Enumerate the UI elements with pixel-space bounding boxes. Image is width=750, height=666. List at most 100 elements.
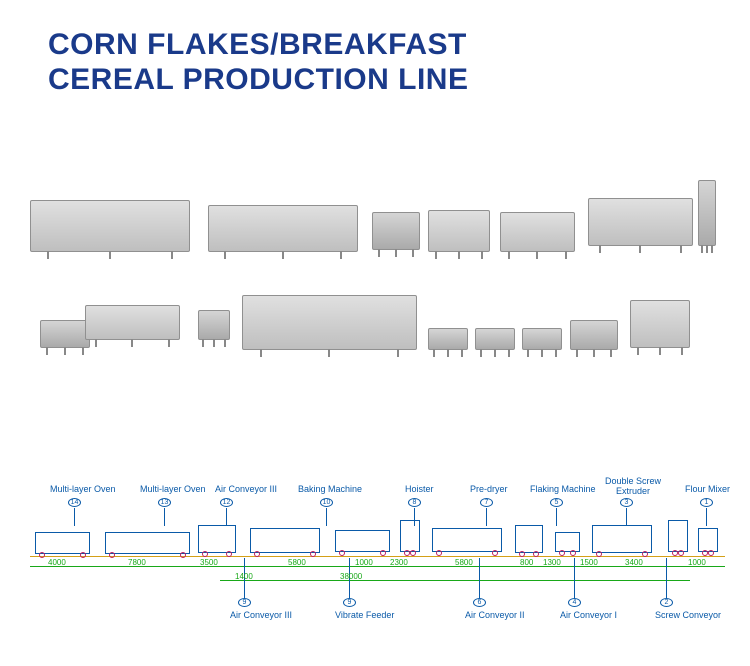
wheel-icon (226, 551, 232, 557)
schematic-number: 7 (480, 498, 493, 507)
dimension-value: 1500 (580, 558, 598, 567)
schematic-label: Flaking Machine (530, 484, 596, 494)
schematic-machine (698, 528, 718, 552)
schematic-label: Multi-layer Oven (140, 484, 206, 494)
schematic-machine (432, 528, 502, 552)
wheel-icon (310, 551, 316, 557)
schematic-number: 2 (660, 598, 673, 607)
wheel-icon (533, 551, 539, 557)
title-line-1: CORN FLAKES/BREAKFAST (48, 28, 468, 63)
schematic-machine (105, 532, 190, 554)
leader-line (414, 508, 415, 526)
machine-block (522, 328, 562, 350)
schematic-machine (335, 530, 390, 552)
machine-block (242, 295, 417, 350)
wheel-icon (642, 551, 648, 557)
dimension-value: 2300 (390, 558, 408, 567)
wheel-icon (570, 550, 576, 556)
leader-line (479, 558, 480, 598)
wheel-icon (708, 550, 714, 556)
machine-block (500, 212, 575, 252)
schematic-label-bottom: Air Conveyor III (230, 610, 292, 620)
machine-block (198, 310, 230, 340)
dimension-value: 1400 (235, 572, 253, 581)
machine-block (208, 205, 358, 252)
dimension-value: 5800 (455, 558, 473, 567)
machine-block (428, 328, 468, 350)
wheel-icon (410, 550, 416, 556)
dimension-value: 5800 (288, 558, 306, 567)
leader-line (226, 508, 227, 526)
schematic-machine (515, 525, 543, 553)
wheel-icon (339, 550, 345, 556)
wheel-icon (559, 550, 565, 556)
machine-block (372, 212, 420, 250)
dimension-value: 3400 (625, 558, 643, 567)
schematic-label-bottom: Air Conveyor I (560, 610, 617, 620)
baseline (30, 556, 725, 557)
schematic-label-bottom: Air Conveyor II (465, 610, 525, 620)
wheel-icon (109, 552, 115, 558)
schematic-number: 8 (408, 498, 421, 507)
schematic-number: 10 (320, 498, 333, 507)
machine-block (40, 320, 90, 348)
machine-block (698, 180, 716, 246)
leader-line (574, 558, 575, 598)
leader-line (164, 508, 165, 526)
machine-block (570, 320, 618, 350)
wheel-icon (254, 551, 260, 557)
schematic-machine (35, 532, 90, 554)
schematic-diagram: Multi-layer Oven14Multi-layer Oven13Air … (20, 470, 730, 650)
schematic-label: Baking Machine (298, 484, 362, 494)
dimension-value: 7800 (128, 558, 146, 567)
schematic-number: 1 (700, 498, 713, 507)
machine-block (428, 210, 490, 252)
leader-line (486, 508, 487, 526)
schematic-number: 4 (568, 598, 581, 607)
schematic-machine (592, 525, 652, 553)
schematic-label: Double ScrewExtruder (605, 476, 661, 496)
machine-block (588, 198, 693, 246)
schematic-number: 9 (343, 598, 356, 607)
schematic-label: Multi-layer Oven (50, 484, 116, 494)
machinery-photo (30, 150, 720, 410)
dimension-value: 1300 (543, 558, 561, 567)
wheel-icon (380, 550, 386, 556)
wheel-icon (519, 551, 525, 557)
machine-block (85, 305, 180, 340)
schematic-number: 14 (68, 498, 81, 507)
schematic-machine (668, 520, 688, 552)
wheel-icon (596, 551, 602, 557)
wheel-icon (80, 552, 86, 558)
schematic-number: 6 (473, 598, 486, 607)
page-title: CORN FLAKES/BREAKFAST CEREAL PRODUCTION … (48, 28, 468, 97)
wheel-icon (436, 550, 442, 556)
schematic-machine (198, 525, 236, 553)
schematic-label-bottom: Vibrate Feeder (335, 610, 394, 620)
schematic-number: 13 (158, 498, 171, 507)
leader-line (626, 508, 627, 526)
schematic-label: Air Conveyor III (215, 484, 277, 494)
wheel-icon (39, 552, 45, 558)
dimension-line-2 (220, 580, 690, 581)
schematic-number: 5 (550, 498, 563, 507)
dimension-value: 800 (520, 558, 533, 567)
leader-line (666, 558, 667, 598)
leader-line (74, 508, 75, 526)
leader-line (326, 508, 327, 526)
wheel-icon (180, 552, 186, 558)
schematic-machine (555, 532, 580, 552)
schematic-machine (250, 528, 320, 553)
dimension-value: 1000 (688, 558, 706, 567)
dimension-value: 1000 (355, 558, 373, 567)
wheel-icon (492, 550, 498, 556)
dimension-value: 3500 (200, 558, 218, 567)
schematic-number: 9 (238, 598, 251, 607)
leader-line (556, 508, 557, 526)
schematic-number: 3 (620, 498, 633, 507)
schematic-number: 12 (220, 498, 233, 507)
schematic-label: Pre-dryer (470, 484, 508, 494)
machine-block (30, 200, 190, 252)
dimension-value: 4000 (48, 558, 66, 567)
machine-block (630, 300, 690, 348)
